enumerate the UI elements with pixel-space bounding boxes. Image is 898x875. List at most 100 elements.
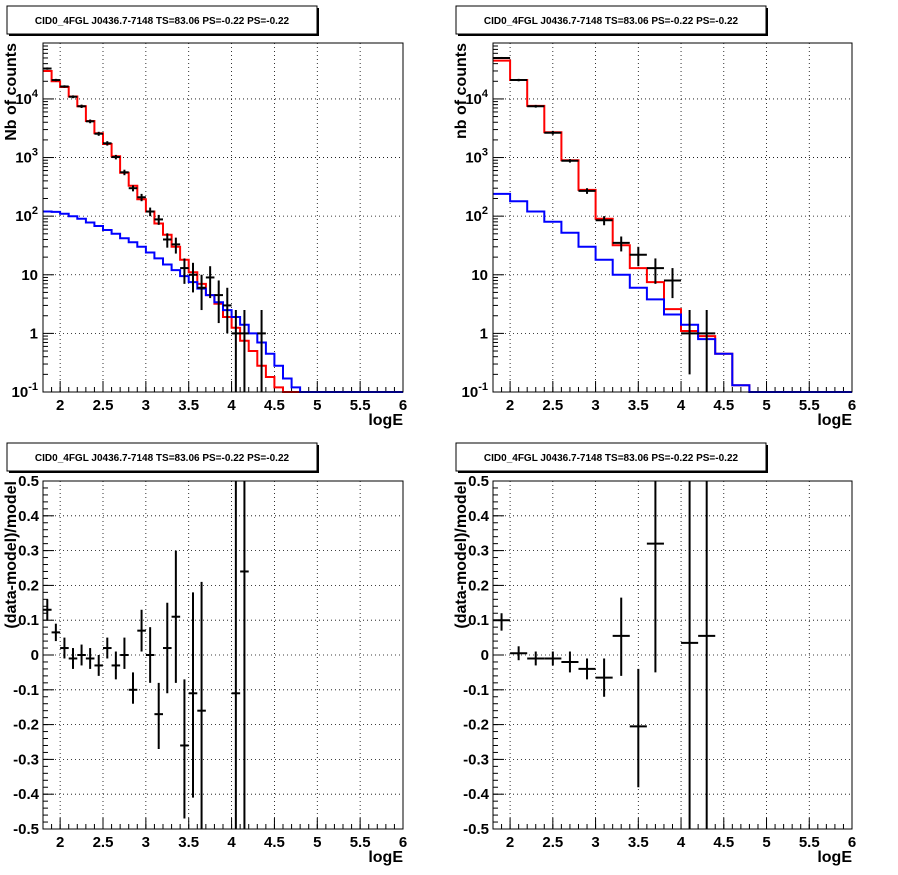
- data-point: [163, 233, 172, 248]
- y-tick-label: 10-1: [462, 381, 488, 401]
- chart-title: CID0_4FGL J0436.7-7148 TS=83.06 PS=-0.22…: [484, 16, 739, 27]
- x-tick-label: 6: [399, 834, 407, 851]
- y-tick-label: 10: [21, 267, 38, 284]
- x-tick-label: 2.5: [542, 397, 563, 414]
- y-tick-base: 10: [15, 91, 32, 108]
- data-point: [128, 672, 138, 704]
- y-tick-exponent: -1: [28, 381, 38, 393]
- data-point: [154, 682, 163, 749]
- x-tick-label: 2.5: [93, 834, 114, 851]
- y-tick-label: -0.1: [13, 682, 39, 699]
- data-point: [51, 78, 61, 82]
- y-tick-label: -0.4: [13, 786, 40, 803]
- y-tick-label: -0.4: [463, 786, 490, 803]
- plot-frame: [492, 480, 853, 830]
- data-point: [171, 550, 181, 683]
- y-tick-base: 10: [15, 150, 32, 167]
- chart-panel-3: CID0_4FGL J0436.7-7148 TS=83.06 PS=-0.22…: [3, 442, 407, 866]
- x-tick-label: 5.5: [350, 397, 371, 414]
- x-tick-label: 5: [762, 834, 770, 851]
- x-tick-label: 2: [506, 834, 514, 851]
- y-tick-base: 10: [462, 384, 479, 401]
- y-tick-label: 0.4: [18, 508, 40, 525]
- data-point: [180, 679, 189, 819]
- title-box: [455, 442, 767, 472]
- data-point: [493, 613, 511, 631]
- y-tick-exponent: 3: [482, 147, 488, 159]
- y-tick-exponent: 4: [482, 88, 489, 100]
- y-tick-base: 10: [12, 384, 29, 401]
- y-tick-label: 102: [15, 205, 38, 225]
- x-tick-label: 4.5: [264, 834, 285, 851]
- data-point: [145, 627, 155, 683]
- y-tick-base: 10: [15, 208, 32, 225]
- data-point: [612, 597, 630, 676]
- plot-frame: [42, 480, 404, 830]
- x-axis-title: logE: [817, 849, 852, 866]
- plot-frame: [42, 42, 404, 393]
- chart-panel-4: CID0_4FGL J0436.7-7148 TS=83.06 PS=-0.22…: [453, 442, 856, 866]
- data-point: [646, 481, 664, 673]
- y-tick-label: 1: [30, 325, 38, 342]
- data-point: [43, 67, 52, 70]
- y-tick-label: -0.3: [13, 751, 39, 768]
- data-point: [629, 246, 647, 267]
- y-tick-label: 104: [15, 88, 39, 108]
- x-tick-label: 3.5: [178, 397, 199, 414]
- data-point: [663, 268, 682, 299]
- y-tick-label: 0.3: [18, 543, 39, 560]
- data-point: [240, 481, 249, 829]
- y-axis-title: Nb of counts: [3, 43, 20, 141]
- data-point: [510, 646, 528, 661]
- data-point: [231, 481, 241, 829]
- y-tick-label: 0.4: [468, 508, 490, 525]
- data-point: [60, 85, 69, 88]
- chart-title: CID0_4FGL J0436.7-7148 TS=83.06 PS=-0.22…: [484, 453, 739, 464]
- x-tick-label: 5: [762, 397, 770, 414]
- data-point: [120, 637, 129, 669]
- data-point: [94, 655, 103, 676]
- data-point: [595, 658, 613, 697]
- y-tick-base: 10: [465, 150, 482, 167]
- chart-title: CID0_4FGL J0436.7-7148 TS=83.06 PS=-0.22…: [35, 16, 290, 27]
- chart-title: CID0_4FGL J0436.7-7148 TS=83.06 PS=-0.22…: [35, 453, 290, 464]
- data-point: [205, 266, 215, 299]
- y-tick-exponent: 2: [32, 205, 38, 217]
- data-point: [681, 310, 699, 375]
- y-tick-label: -0.3: [463, 751, 489, 768]
- data-point: [612, 236, 630, 252]
- x-tick-label: 5: [313, 397, 321, 414]
- y-tick-label: 0.5: [18, 473, 39, 490]
- data-point: [197, 581, 206, 829]
- y-axis-title: (data-model)/model: [3, 481, 20, 629]
- x-tick-label: 2.5: [542, 834, 563, 851]
- chart-panel-1: CID0_4FGL J0436.7-7148 TS=83.06 PS=-0.22…: [3, 5, 407, 429]
- x-tick-label: 3.5: [178, 834, 199, 851]
- x-tick-label: 4: [677, 834, 686, 851]
- data-point: [43, 599, 52, 621]
- x-axis-title: logE: [817, 412, 852, 429]
- x-tick-label: 4: [677, 397, 686, 414]
- y-tick-base: 10: [465, 208, 482, 225]
- x-tick-label: 6: [848, 397, 856, 414]
- data-point: [214, 280, 223, 324]
- data-point: [111, 651, 121, 680]
- data-point: [527, 104, 545, 108]
- title-box: [6, 5, 318, 35]
- y-tick-label: 0: [481, 647, 489, 664]
- data-point: [527, 651, 545, 666]
- plot-area: [493, 481, 852, 829]
- data-point: [137, 609, 146, 652]
- data-point: [629, 668, 647, 788]
- y-tick-label: 1: [480, 325, 488, 342]
- y-tick-label: -0.5: [463, 821, 489, 838]
- y-tick-label: 0.5: [468, 473, 489, 490]
- y-tick-label: -0.2: [13, 717, 39, 734]
- x-tick-label: 4.5: [713, 397, 734, 414]
- data-point: [578, 658, 596, 680]
- y-tick-label: 102: [465, 205, 488, 225]
- plot-frame: [492, 42, 853, 393]
- x-tick-label: 3: [142, 834, 150, 851]
- x-tick-label: 3.5: [628, 834, 649, 851]
